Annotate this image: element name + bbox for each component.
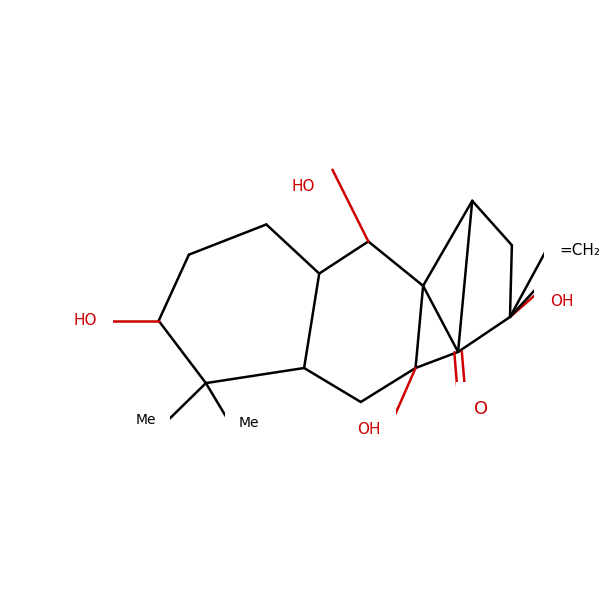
Text: OH: OH: [357, 422, 380, 437]
Text: HO: HO: [74, 313, 97, 328]
Text: O: O: [474, 400, 488, 418]
Text: Me: Me: [136, 413, 156, 427]
Text: Me: Me: [239, 416, 259, 430]
Text: OH: OH: [550, 295, 573, 310]
Text: =CH₂: =CH₂: [559, 244, 600, 259]
Text: HO: HO: [292, 179, 316, 194]
